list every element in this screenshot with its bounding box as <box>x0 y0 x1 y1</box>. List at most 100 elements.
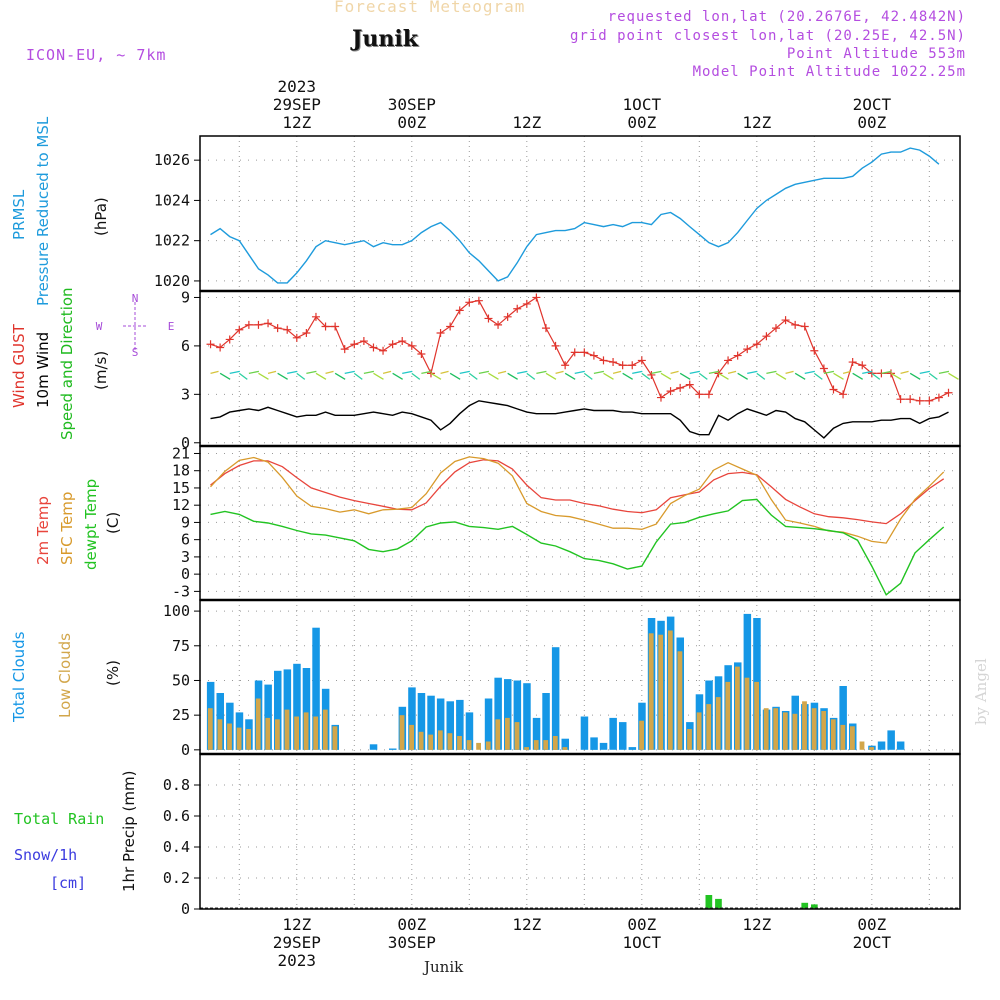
gust-marker <box>340 345 349 354</box>
wind-direction-arrow <box>890 372 902 380</box>
compass-e-label: E <box>168 320 175 333</box>
gust-marker <box>934 393 943 402</box>
wind-direction-arrow <box>708 370 720 374</box>
low-cloud-bar <box>562 747 568 750</box>
temp-ytick-label: 6 <box>181 531 190 549</box>
wind-direction-arrow <box>948 372 959 380</box>
wind-direction-arrow <box>315 372 327 380</box>
low-cloud-bar <box>744 677 750 750</box>
wind-direction-arrow <box>536 370 547 374</box>
precip-ytick-label: 0.2 <box>163 869 190 887</box>
gust-marker <box>235 325 244 334</box>
low-cloud-bar <box>227 723 232 750</box>
bottom-time-label: 29SEP <box>273 933 321 952</box>
low-cloud-bar <box>754 681 759 750</box>
gust-marker <box>867 369 876 378</box>
wind-direction-arrow <box>238 372 248 380</box>
wind-direction-arrow <box>478 370 490 374</box>
wind-direction-arrow <box>632 370 643 374</box>
low-cloud-bar <box>696 712 702 750</box>
gust-marker <box>580 348 589 357</box>
wind-direction-arrow <box>421 370 432 374</box>
wind-direction-arrow <box>785 370 794 374</box>
wind-direction-arrow <box>679 372 691 380</box>
wind-direction-arrow <box>804 370 815 374</box>
wind-ytick-label: 3 <box>181 385 190 403</box>
gust-marker <box>407 341 416 350</box>
wind-direction-arrow <box>842 370 852 374</box>
low-cloud-bar <box>869 747 874 750</box>
gust-marker <box>618 361 627 370</box>
gust-marker <box>896 395 905 404</box>
low-cloud-bar <box>514 722 520 750</box>
temp-2m-line <box>210 459 945 525</box>
gust-marker <box>369 343 378 352</box>
gust-marker <box>752 340 761 349</box>
gust-marker <box>724 356 733 365</box>
gust-marker <box>273 324 282 333</box>
gust-marker <box>436 328 445 337</box>
gust-marker <box>522 299 531 308</box>
clouds-ytick-label: 100 <box>163 602 190 620</box>
total-cloud-bar <box>369 744 378 750</box>
wind-direction-arrow <box>928 372 938 380</box>
wind-direction-arrow <box>229 370 240 374</box>
total-cloud-bar <box>839 686 847 750</box>
temp-ytick-label: 21 <box>172 444 190 462</box>
pressure-line <box>210 147 940 284</box>
compass-n-label: N <box>132 292 139 305</box>
wind-direction-arrow <box>775 372 787 380</box>
product-title: Forecast Meteogram <box>334 0 526 16</box>
wind-direction-arrow <box>353 372 363 380</box>
low-cloud-bar <box>830 719 836 750</box>
wind-direction-arrow <box>909 372 921 380</box>
low-cloud-bar <box>466 740 472 750</box>
wind-direction-arrow <box>871 372 881 380</box>
low-cloud-bar <box>687 729 692 750</box>
top-time-label: 00Z <box>397 113 426 132</box>
gust-marker <box>704 390 713 399</box>
wind-direction-arrow <box>612 370 622 374</box>
low-cloud-bar <box>533 740 539 750</box>
top-time-label: 1OCT <box>623 95 662 114</box>
low-cloud-bar <box>667 630 673 750</box>
low-cloud-bar <box>207 708 213 750</box>
gust-marker <box>647 370 656 379</box>
low-cloud-bar <box>246 729 251 750</box>
low-cloud-bar <box>706 704 712 750</box>
gust-marker <box>906 395 915 404</box>
wind-direction-arrow <box>287 370 298 374</box>
wind-direction-arrow <box>258 372 269 380</box>
rain-bar <box>715 898 722 909</box>
gust-marker <box>944 388 953 397</box>
gust-marker <box>331 322 340 331</box>
gust-marker <box>656 393 665 402</box>
gust-marker <box>513 304 522 313</box>
low-cloud-bar <box>275 719 280 750</box>
low-cloud-bar <box>476 742 481 750</box>
total-cloud-bar <box>465 712 474 750</box>
wind-direction-arrow <box>277 372 288 380</box>
low-cloud-bar <box>236 727 242 750</box>
rain-bar <box>705 895 713 909</box>
precip-legend-cm: [cm] <box>50 874 87 892</box>
low-cloud-bar <box>782 712 788 750</box>
low-cloud-bar <box>495 719 501 750</box>
gust-marker <box>321 322 330 331</box>
low-cloud-bar <box>821 711 827 750</box>
gust-marker <box>465 298 474 307</box>
low-cloud-bar <box>677 651 683 750</box>
low-cloud-bar <box>840 724 846 750</box>
bottom-time-label: 00Z <box>857 915 886 934</box>
gust-marker <box>388 340 397 349</box>
gust-marker <box>819 364 828 373</box>
total-cloud-bar <box>408 687 416 750</box>
total-cloud-bar <box>609 717 617 750</box>
low-cloud-bar <box>811 708 817 750</box>
pressure-ytick-label: 1024 <box>154 191 190 209</box>
gust-marker <box>541 324 550 333</box>
gust-marker <box>532 293 541 302</box>
wind-direction-arrow <box>497 370 507 374</box>
wind-direction-arrow <box>449 372 461 380</box>
